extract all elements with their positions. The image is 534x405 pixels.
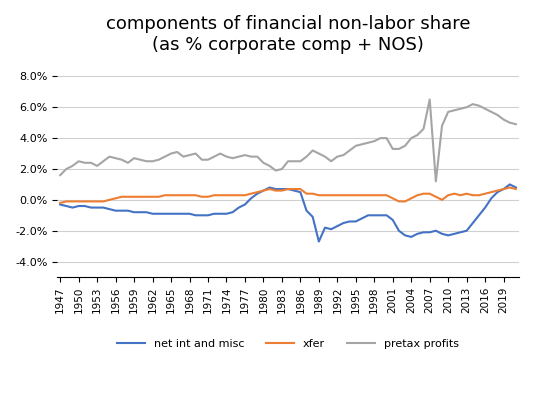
Title: components of financial non-labor share
(as % corporate comp + NOS): components of financial non-labor share … (106, 15, 470, 54)
net int and misc (469, 221, 476, 226)
pretax profits (433, 179, 439, 184)
Line: pretax profits: pretax profits (60, 100, 516, 181)
net int and misc (439, 231, 445, 236)
xfer (513, 187, 519, 192)
net int and misc (94, 205, 100, 210)
pretax profits (476, 103, 482, 108)
pretax profits (94, 164, 100, 168)
net int and misc (420, 230, 427, 235)
xfer (414, 193, 421, 198)
net int and misc (57, 202, 64, 207)
pretax profits (57, 173, 64, 177)
pretax profits (445, 109, 451, 114)
xfer (464, 191, 470, 196)
xfer (420, 191, 427, 196)
pretax profits (513, 122, 519, 127)
xfer (433, 194, 439, 199)
Line: xfer: xfer (60, 188, 516, 203)
net int and misc (513, 185, 519, 190)
net int and misc (507, 182, 513, 187)
net int and misc (408, 234, 414, 239)
pretax profits (414, 132, 421, 137)
xfer (507, 185, 513, 190)
pretax profits (402, 143, 409, 148)
Line: net int and misc: net int and misc (60, 184, 516, 241)
pretax profits (420, 126, 427, 131)
Legend: net int and misc, xfer, pretax profits: net int and misc, xfer, pretax profits (113, 335, 464, 354)
net int and misc (427, 230, 433, 235)
pretax profits (427, 97, 433, 102)
xfer (402, 199, 409, 204)
net int and misc (316, 239, 322, 244)
xfer (57, 200, 64, 205)
xfer (94, 199, 100, 204)
